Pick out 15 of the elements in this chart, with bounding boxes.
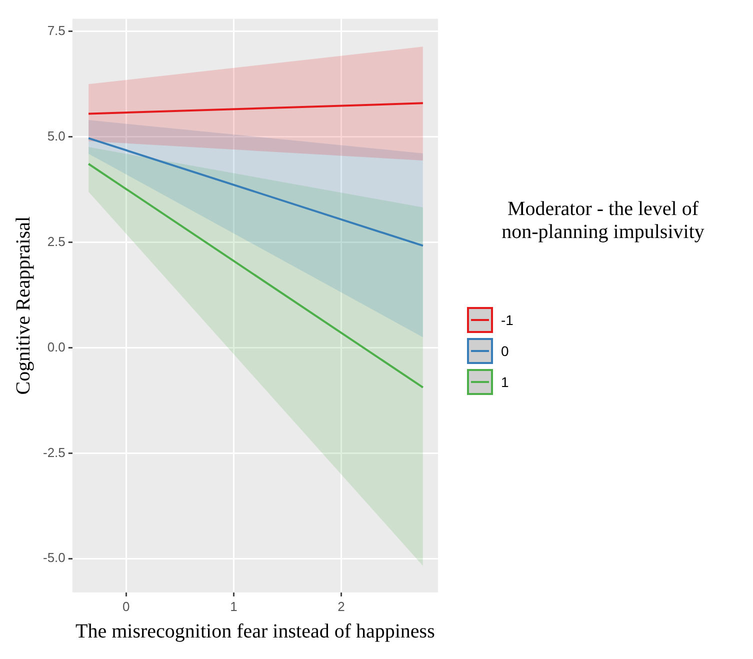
x-tick-label: 0 xyxy=(122,598,130,614)
y-tick-label: 2.5 xyxy=(47,234,66,249)
y-axis-title: Cognitive Reappraisal xyxy=(12,216,34,395)
y-tick-label: -2.5 xyxy=(42,444,66,460)
y-tick-label: 7.5 xyxy=(47,23,66,38)
legend-label: 1 xyxy=(501,374,509,390)
legend-title: Moderator - the level of non-planning impulsivity xyxy=(500,198,706,244)
legend-label: 0 xyxy=(501,342,509,358)
y-tick-label: 5.0 xyxy=(47,128,66,144)
x-tick-label: 1 xyxy=(230,598,238,614)
y-tick-label: -5.0 xyxy=(42,550,66,566)
x-tick-label: 2 xyxy=(338,598,345,614)
x-axis-title: The misrecognition fear instead of happiness xyxy=(76,620,436,642)
y-tick-label: 0.0 xyxy=(47,339,66,354)
legend-label: -1 xyxy=(501,312,514,328)
